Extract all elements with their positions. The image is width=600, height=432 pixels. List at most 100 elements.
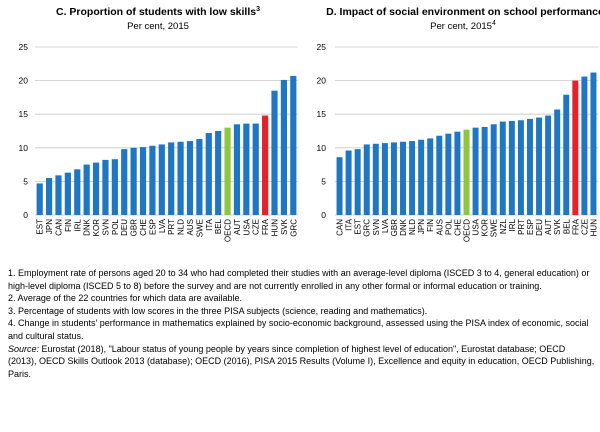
bar-aus [186,141,194,215]
panel-c-subtitle: Per cent, 2015 [127,21,189,32]
x-tick-label: USA [242,218,251,235]
panel-d-title: D. Impact of social environment on schoo… [326,6,600,18]
source-text: Eurostat (2018), "Labour status of young… [8,343,595,379]
x-tick-label: FRA [571,218,580,235]
bar-gbr [130,147,137,215]
panel-d-x-labels: CAN ITA EST GRC SVN LVA GBR DNK NLD JPN FIN AUS POL C… [336,218,599,242]
x-tick-label: USA [472,218,481,235]
x-tick-label: AUT [233,219,242,235]
bar-can [55,175,62,215]
bar-gbr [390,142,397,215]
bar-nld [409,141,416,215]
x-tick-label: EST [36,219,45,235]
y-tick-label: 10 [317,143,327,153]
y-tick-label: 5 [321,176,326,186]
bar-est [354,149,361,215]
bar-che [139,147,147,215]
bar-nld [177,141,184,215]
x-tick-label: ITA [205,218,214,231]
x-tick-label: BEL [562,218,571,234]
x-tick-label: IRL [73,218,82,231]
footnote-4: 4. Change in students' performance in ma… [8,318,589,341]
bar-svn [372,143,379,215]
x-tick-label: FRA [261,218,270,235]
bar-hun [271,90,278,215]
panel-d-y-axis: 0 5 10 15 20 25 [317,42,327,220]
x-tick-label: SVN [101,219,110,236]
x-tick-label: SVK [553,218,562,235]
bar-kor [481,126,488,215]
x-tick-label: NZL [499,218,508,234]
source-label: Source: [8,343,40,354]
bar-est [36,183,43,215]
y-tick-label: 0 [321,210,326,220]
bar-can [336,157,343,215]
bar-irl [508,120,515,215]
bar-dnk [400,141,407,215]
x-tick-label: SWE [195,219,204,237]
bar-pol [111,159,118,215]
bar-usa [472,127,479,215]
x-tick-label: GRC [289,219,298,237]
bar-lva [381,143,388,215]
x-tick-label: LVA [158,218,167,233]
bar-svk [554,109,561,215]
bar-grc [290,75,297,216]
x-tick-label: POL [444,218,453,235]
footnotes: 1. Employment rate of persons aged 20 to… [8,267,596,380]
x-tick-label: FIN [426,219,435,232]
bar-esp [149,145,156,215]
x-tick-label: DEU [535,219,544,236]
bar-deu [121,149,128,215]
bar-swe [196,139,203,215]
x-tick-label: KOR [481,219,490,237]
bar-fra [572,80,579,215]
bar-jpn [418,139,425,215]
bar-bel [563,94,570,215]
bar-cze [581,76,588,216]
y-tick-label: 25 [317,42,327,52]
x-tick-label: DEU [120,219,129,236]
x-tick-label: CHE [139,219,148,236]
panel-c-bars [36,75,297,216]
panel-d-bars [336,72,597,216]
x-tick-label: GBR [390,219,399,237]
bar-che [454,131,461,215]
bar-oecd [224,127,231,215]
x-tick-label: HUN [589,219,598,237]
panel-c-x-labels: EST JPN CAN FIN IRL DNK KOR SVN POL DEU GBR CHE ESP L… [36,218,299,242]
footnote-3: 3. Percentage of students with low score… [8,305,428,316]
x-tick-label: IRL [508,218,517,231]
x-tick-label: SWE [490,219,499,237]
bar-nzl [499,121,506,215]
x-tick-label: PRT [517,219,526,235]
y-tick-label: 15 [317,109,327,119]
bar-hun [590,72,597,215]
bar-ita [205,133,212,215]
x-tick-label: DNK [83,218,92,236]
x-tick-label: GBR [130,219,139,237]
bar-prt [168,142,175,215]
bar-lva [158,144,165,215]
y-tick-label: 20 [317,76,327,86]
x-tick-label: CAN [54,219,63,236]
panel-c-title: C. Proportion of students with low skill… [56,6,260,18]
bar-jpn [45,178,53,215]
x-tick-label: FIN [64,219,73,232]
x-tick-label: POL [111,218,120,235]
bar-swe [490,124,497,215]
panel-c-y-axis: 0 5 10 15 20 25 [19,42,29,220]
x-tick-label: EST [354,219,363,235]
bar-fin [427,138,434,215]
x-tick-label: CZE [580,219,589,235]
x-tick-label: GRC [363,219,372,237]
bar-irl [74,169,81,215]
y-tick-label: 15 [19,109,29,119]
x-tick-label: NLD [408,219,417,235]
y-tick-label: 10 [19,143,29,153]
x-tick-label: KOR [92,219,101,237]
bar-bel [215,131,222,215]
x-tick-label: JPN [417,219,426,234]
x-tick-label: CAN [336,219,345,236]
bar-usa [243,123,250,215]
